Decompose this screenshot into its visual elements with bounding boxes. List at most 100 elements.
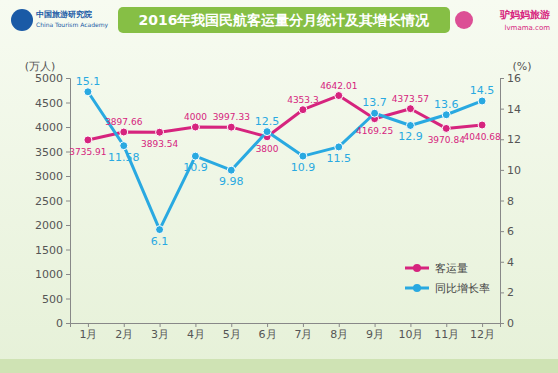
data-label: 3893.54 <box>141 139 178 149</box>
title-banner <box>118 7 450 33</box>
tick-mark <box>195 323 196 327</box>
point <box>120 128 128 136</box>
tick: 6月 <box>259 323 277 341</box>
point <box>156 128 164 136</box>
tick-mark <box>160 323 161 327</box>
ground <box>0 359 558 373</box>
tick: 3月 <box>151 323 169 341</box>
tick: 14 <box>500 103 521 116</box>
point <box>406 105 414 113</box>
tick: 3000 <box>35 170 70 183</box>
tick-mark <box>410 323 411 327</box>
point <box>299 106 307 114</box>
x-tick-label: 11月 <box>434 328 459 341</box>
point <box>335 92 343 100</box>
tick-mark <box>66 176 70 177</box>
point <box>227 166 235 174</box>
data-label: 6.1 <box>151 235 169 248</box>
annotation: lvmama.com <box>505 24 551 32</box>
y-tick-label: 1500 <box>35 244 63 257</box>
tick: 2500 <box>35 195 70 208</box>
tick-mark <box>500 170 504 171</box>
x-tick-label: 2月 <box>115 328 133 341</box>
point <box>299 152 307 160</box>
tick: 1500 <box>35 244 70 257</box>
tick: 4月 <box>187 323 205 341</box>
tick: 2 <box>500 286 514 299</box>
tick-mark <box>66 299 70 300</box>
tick: 8 <box>500 195 514 208</box>
tick-mark <box>375 323 376 327</box>
x-tick-label: 9月 <box>366 328 384 341</box>
x-tick-label: 10月 <box>398 328 423 341</box>
point <box>335 143 343 151</box>
data-label: 4373.57 <box>392 94 429 104</box>
y-axis: 0500100015002000250030003500400045005000 <box>35 72 71 330</box>
point <box>191 152 199 160</box>
tick-mark <box>482 323 483 327</box>
point <box>84 88 92 96</box>
data-label: 11.5 <box>327 152 352 165</box>
y-tick-label: 500 <box>42 293 63 306</box>
y2-tick-label: 12 <box>507 133 521 146</box>
legend-swatch <box>413 264 421 272</box>
data-label: 13.7 <box>362 96 387 109</box>
data-label: 13.6 <box>434 98 459 111</box>
point <box>478 97 486 105</box>
x-tick-label: 3月 <box>151 328 169 341</box>
y-tick-label: 4000 <box>35 121 63 134</box>
tick: 4000 <box>35 121 70 134</box>
point <box>478 121 486 129</box>
tick: 2000 <box>35 219 70 232</box>
tick-mark <box>66 127 70 128</box>
tick-mark <box>124 323 125 327</box>
tick: 8月 <box>330 323 348 341</box>
x-tick-label: 7月 <box>294 328 312 341</box>
tick: 9月 <box>366 323 384 341</box>
tick: 7月 <box>294 323 312 341</box>
x-tick-label: 4月 <box>187 328 205 341</box>
y2-axis-title: (%) <box>512 60 531 73</box>
plot: 1月2月3月4月5月6月7月8月9月10月11月12月0500100015002… <box>25 60 532 341</box>
data-label: 15.1 <box>76 75 101 88</box>
series-line <box>88 92 482 230</box>
tick: 1000 <box>35 268 70 281</box>
y2-tick-label: 6 <box>507 225 514 238</box>
data-label: 3735.91 <box>69 147 106 157</box>
tick: 12月 <box>470 323 495 341</box>
tick-mark <box>500 231 504 232</box>
point <box>156 226 164 234</box>
axis-line <box>66 79 71 324</box>
y-tick-label: 2000 <box>35 219 63 232</box>
chart: 2016年我国民航客运量分月统计及其增长情况中国旅游研究院China Touri… <box>0 0 558 373</box>
tick-mark <box>303 323 304 327</box>
y-tick-label: 3500 <box>35 146 63 159</box>
tick: 10 <box>500 164 521 177</box>
tick: 4 <box>500 256 514 269</box>
data-label: 3800 <box>256 144 279 154</box>
data-label: 4353.3 <box>287 95 319 105</box>
legend-swatch <box>413 284 421 292</box>
y2-tick-label: 14 <box>507 103 521 116</box>
y-tick-label: 4500 <box>35 97 63 110</box>
data-label: 4000 <box>184 112 207 122</box>
data-label: 4040.68 <box>463 132 500 142</box>
tick-mark <box>500 109 504 110</box>
point <box>263 128 271 136</box>
x-tick-label: 6月 <box>259 328 277 341</box>
axis-line <box>71 324 501 328</box>
data-label: 3970.84 <box>428 135 465 145</box>
tick: 0 <box>56 317 70 330</box>
marks <box>84 88 486 234</box>
y2-tick-label: 8 <box>507 195 514 208</box>
tick: 5月 <box>223 323 241 341</box>
tick: 3500 <box>35 146 70 159</box>
y2-axis: 0246810121416 <box>500 72 521 330</box>
tick-mark <box>500 323 504 324</box>
background <box>0 0 558 373</box>
point <box>371 109 379 117</box>
data-label: 10.9 <box>183 161 208 174</box>
y-tick-label: 0 <box>56 317 63 330</box>
tick: 10月 <box>398 323 423 341</box>
point <box>406 121 414 129</box>
